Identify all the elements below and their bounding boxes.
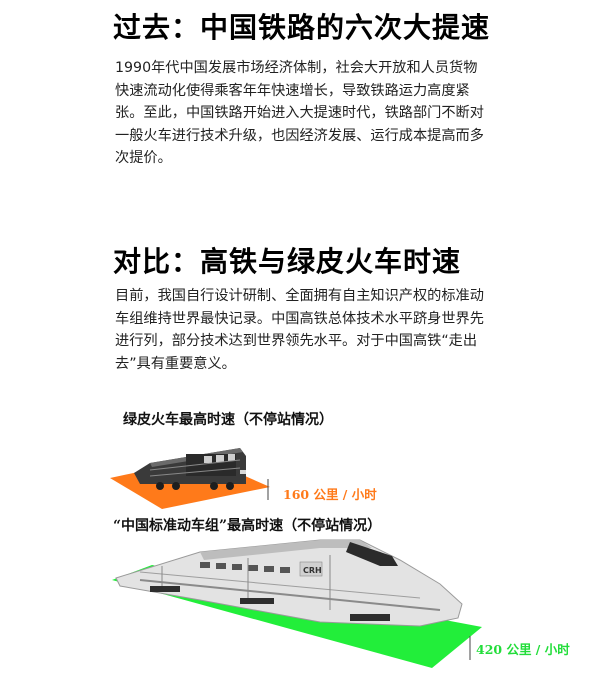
green-train-caption: 绿皮火车最高时速（不停站情况） [123,412,333,428]
emu-train-speed-track [112,565,482,668]
section-body-past: 1990年代中国发展市场经济体制，社会大开放和人员货物快速流动化使得乘客年年快速… [115,60,484,166]
section-body-comparison: 目前，我国自行设计研制、全面拥有自主知识产权的标准动车组维持世界最快记录。中国高… [115,288,484,372]
section-title-past: 过去：中国铁路的六次大提速 [113,11,491,44]
section-title-comparison: 对比：高铁与绿皮火车时速 [113,245,462,278]
high-speed-train-icon: CRH [115,539,463,627]
green-train-speed-label: 160 公里 / 小时 [283,487,377,502]
green-train-speed-track [110,458,270,509]
emu-train-caption: “中国标准动车组”最高时速（不停站情况） [113,518,382,534]
crh-logo-text: CRH [303,566,322,575]
emu-train-speed-label: 420 公里 / 小时 [476,642,570,657]
locomotive-icon [134,448,246,490]
